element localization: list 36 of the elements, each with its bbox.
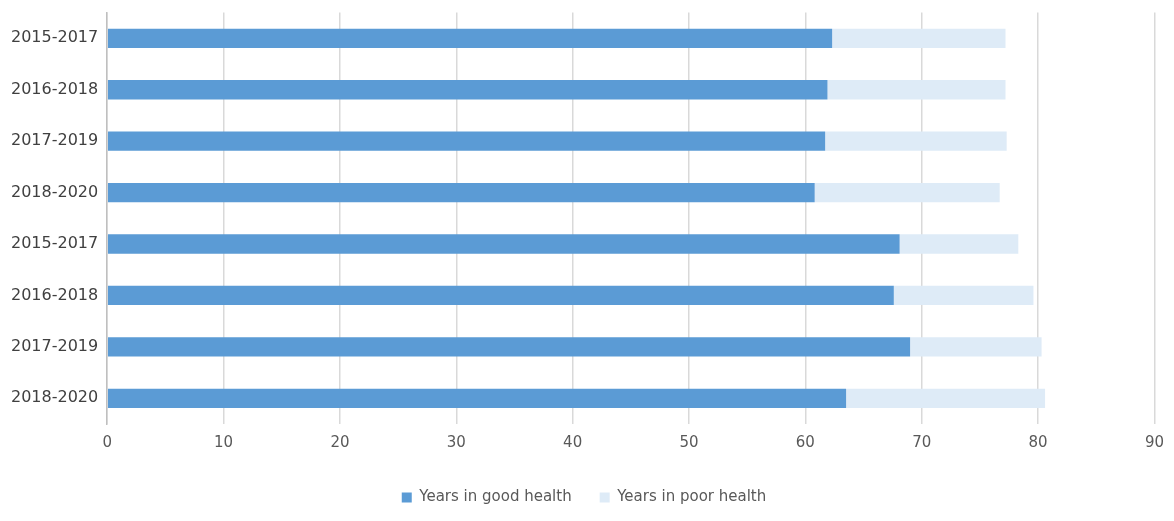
- y-tick-label: 2018-2020: [10, 387, 99, 407]
- bar: [107, 28, 833, 48]
- y-tick-label: 2015-2017: [10, 27, 99, 47]
- legend-label: Years in poor health: [616, 487, 767, 506]
- x-tick-label: 80: [1028, 432, 1048, 451]
- x-tick-label: 10: [214, 432, 234, 451]
- bar: [832, 28, 1006, 48]
- y-tick-label: 2017-2019: [10, 336, 99, 356]
- bar: [107, 285, 894, 306]
- bar: [107, 182, 815, 203]
- x-tick-label: 0: [102, 432, 112, 451]
- bar: [910, 337, 1042, 357]
- bar: [107, 80, 828, 100]
- x-tick-label: 20: [330, 432, 350, 451]
- bar: [107, 388, 847, 408]
- x-tick-label: 30: [446, 432, 466, 451]
- bar: [825, 131, 1007, 151]
- y-tick-label: 2016-2018: [10, 78, 99, 98]
- bar: [107, 337, 911, 357]
- x-tick-label: 70: [912, 432, 932, 451]
- x-tick-label: 50: [679, 432, 699, 451]
- bar: [107, 234, 900, 254]
- legend-label: Years in good health: [418, 487, 572, 506]
- y-tick-label: 2017-2019: [10, 130, 99, 150]
- bar: [827, 80, 1006, 100]
- x-tick-label: 40: [563, 432, 583, 451]
- bar: [846, 388, 1046, 408]
- y-tick-label: 2015-2017: [10, 233, 99, 253]
- y-tick-label: 2018-2020: [10, 181, 99, 201]
- bar: [893, 285, 1034, 306]
- bar: [899, 234, 1019, 254]
- bar: [814, 182, 1000, 203]
- x-tick-label: 60: [795, 432, 815, 451]
- y-tick-label: 2016-2018: [10, 284, 99, 304]
- bar: [107, 131, 826, 151]
- x-tick-label: 90: [1144, 432, 1164, 451]
